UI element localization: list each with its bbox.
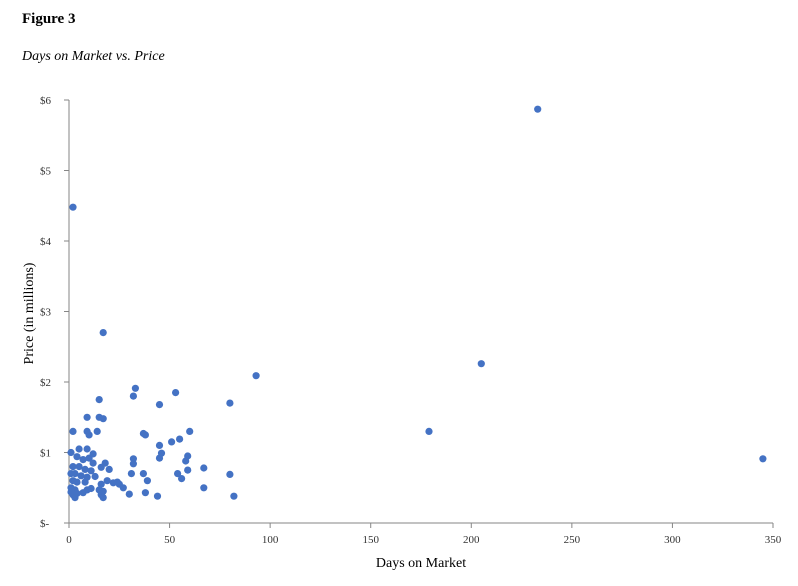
y-tick-label: $3 xyxy=(40,307,52,319)
data-point xyxy=(99,329,107,337)
data-point xyxy=(182,457,190,465)
data-point xyxy=(230,492,238,500)
data-point xyxy=(69,463,77,471)
data-point xyxy=(168,438,176,446)
data-point xyxy=(176,435,184,443)
data-point xyxy=(73,478,81,486)
data-point xyxy=(178,475,186,483)
data-point xyxy=(93,427,101,435)
data-point xyxy=(79,489,87,497)
y-tick-label: $6 xyxy=(40,95,52,107)
data-point xyxy=(172,389,180,397)
data-point xyxy=(143,477,151,485)
y-tick-label: $2 xyxy=(40,377,51,389)
data-point xyxy=(85,431,93,439)
data-point xyxy=(95,396,103,404)
data-point xyxy=(155,441,164,449)
data-point xyxy=(75,445,83,453)
data-point xyxy=(477,360,485,368)
data-point xyxy=(141,431,149,439)
data-point xyxy=(85,454,93,462)
data-point xyxy=(125,490,133,498)
data-point xyxy=(129,460,137,468)
data-point xyxy=(69,427,77,435)
data-point xyxy=(186,427,194,435)
data-point xyxy=(200,464,208,472)
data-point xyxy=(81,465,89,473)
data-point xyxy=(83,445,91,453)
data-point xyxy=(534,105,542,113)
data-point xyxy=(99,494,107,502)
data-point xyxy=(141,489,149,497)
data-point xyxy=(67,448,75,457)
data-point xyxy=(425,427,433,435)
data-point xyxy=(226,470,234,478)
axes xyxy=(68,100,773,524)
data-point xyxy=(759,455,767,463)
data-point xyxy=(87,484,95,493)
data-point xyxy=(97,463,105,471)
data-point xyxy=(153,492,162,500)
data-point xyxy=(200,484,208,492)
data-point xyxy=(105,465,113,473)
data-point xyxy=(129,455,137,463)
data-point xyxy=(252,372,260,380)
data-point xyxy=(77,472,85,480)
x-tick-label: 250 xyxy=(564,534,581,546)
data-point xyxy=(226,399,234,407)
data-point xyxy=(71,470,79,478)
x-tick-label: 50 xyxy=(164,534,176,546)
y-tick-label: $5 xyxy=(40,166,52,178)
x-tick-label: 300 xyxy=(664,534,681,546)
data-point xyxy=(91,472,99,481)
x-tick-label: 0 xyxy=(66,534,72,546)
data-point xyxy=(97,480,105,488)
data-point xyxy=(71,494,79,502)
data-point xyxy=(75,463,83,471)
data-point xyxy=(139,470,147,478)
y-axis-title: Price (in millions) xyxy=(22,262,37,364)
data-point xyxy=(174,470,182,478)
data-point xyxy=(155,401,164,409)
y-tick-label: $- xyxy=(40,518,50,530)
data-point xyxy=(119,484,127,492)
x-tick-label: 100 xyxy=(262,534,279,546)
x-axis-title: Days on Market xyxy=(376,556,466,571)
data-points xyxy=(67,105,767,502)
data-point xyxy=(73,453,81,461)
data-point xyxy=(184,466,192,474)
data-point xyxy=(127,470,135,478)
data-point xyxy=(103,477,111,485)
data-point xyxy=(113,478,121,486)
x-tick-label: 200 xyxy=(463,534,480,546)
data-point xyxy=(81,478,89,486)
data-point xyxy=(83,413,91,421)
data-point xyxy=(155,454,164,462)
data-point xyxy=(79,456,87,464)
y-tick-label: $4 xyxy=(40,236,52,248)
data-point xyxy=(69,203,77,211)
data-point xyxy=(129,392,137,400)
x-axis-ticks: 0 50 100 150 200 250 300 350 xyxy=(66,523,782,546)
data-point xyxy=(89,459,97,467)
y-tick-label: $1 xyxy=(40,448,51,460)
y-axis-ticks: $- $1 $2 $3 $4 $5 $6 xyxy=(40,95,69,530)
figure-label: Figure 3 xyxy=(22,11,76,27)
data-point xyxy=(99,415,107,423)
chart-title: Days on Market vs. Price xyxy=(22,49,165,64)
data-point xyxy=(131,384,139,392)
x-tick-label: 350 xyxy=(765,534,782,546)
data-point xyxy=(87,467,95,475)
x-tick-label: 150 xyxy=(362,534,379,546)
